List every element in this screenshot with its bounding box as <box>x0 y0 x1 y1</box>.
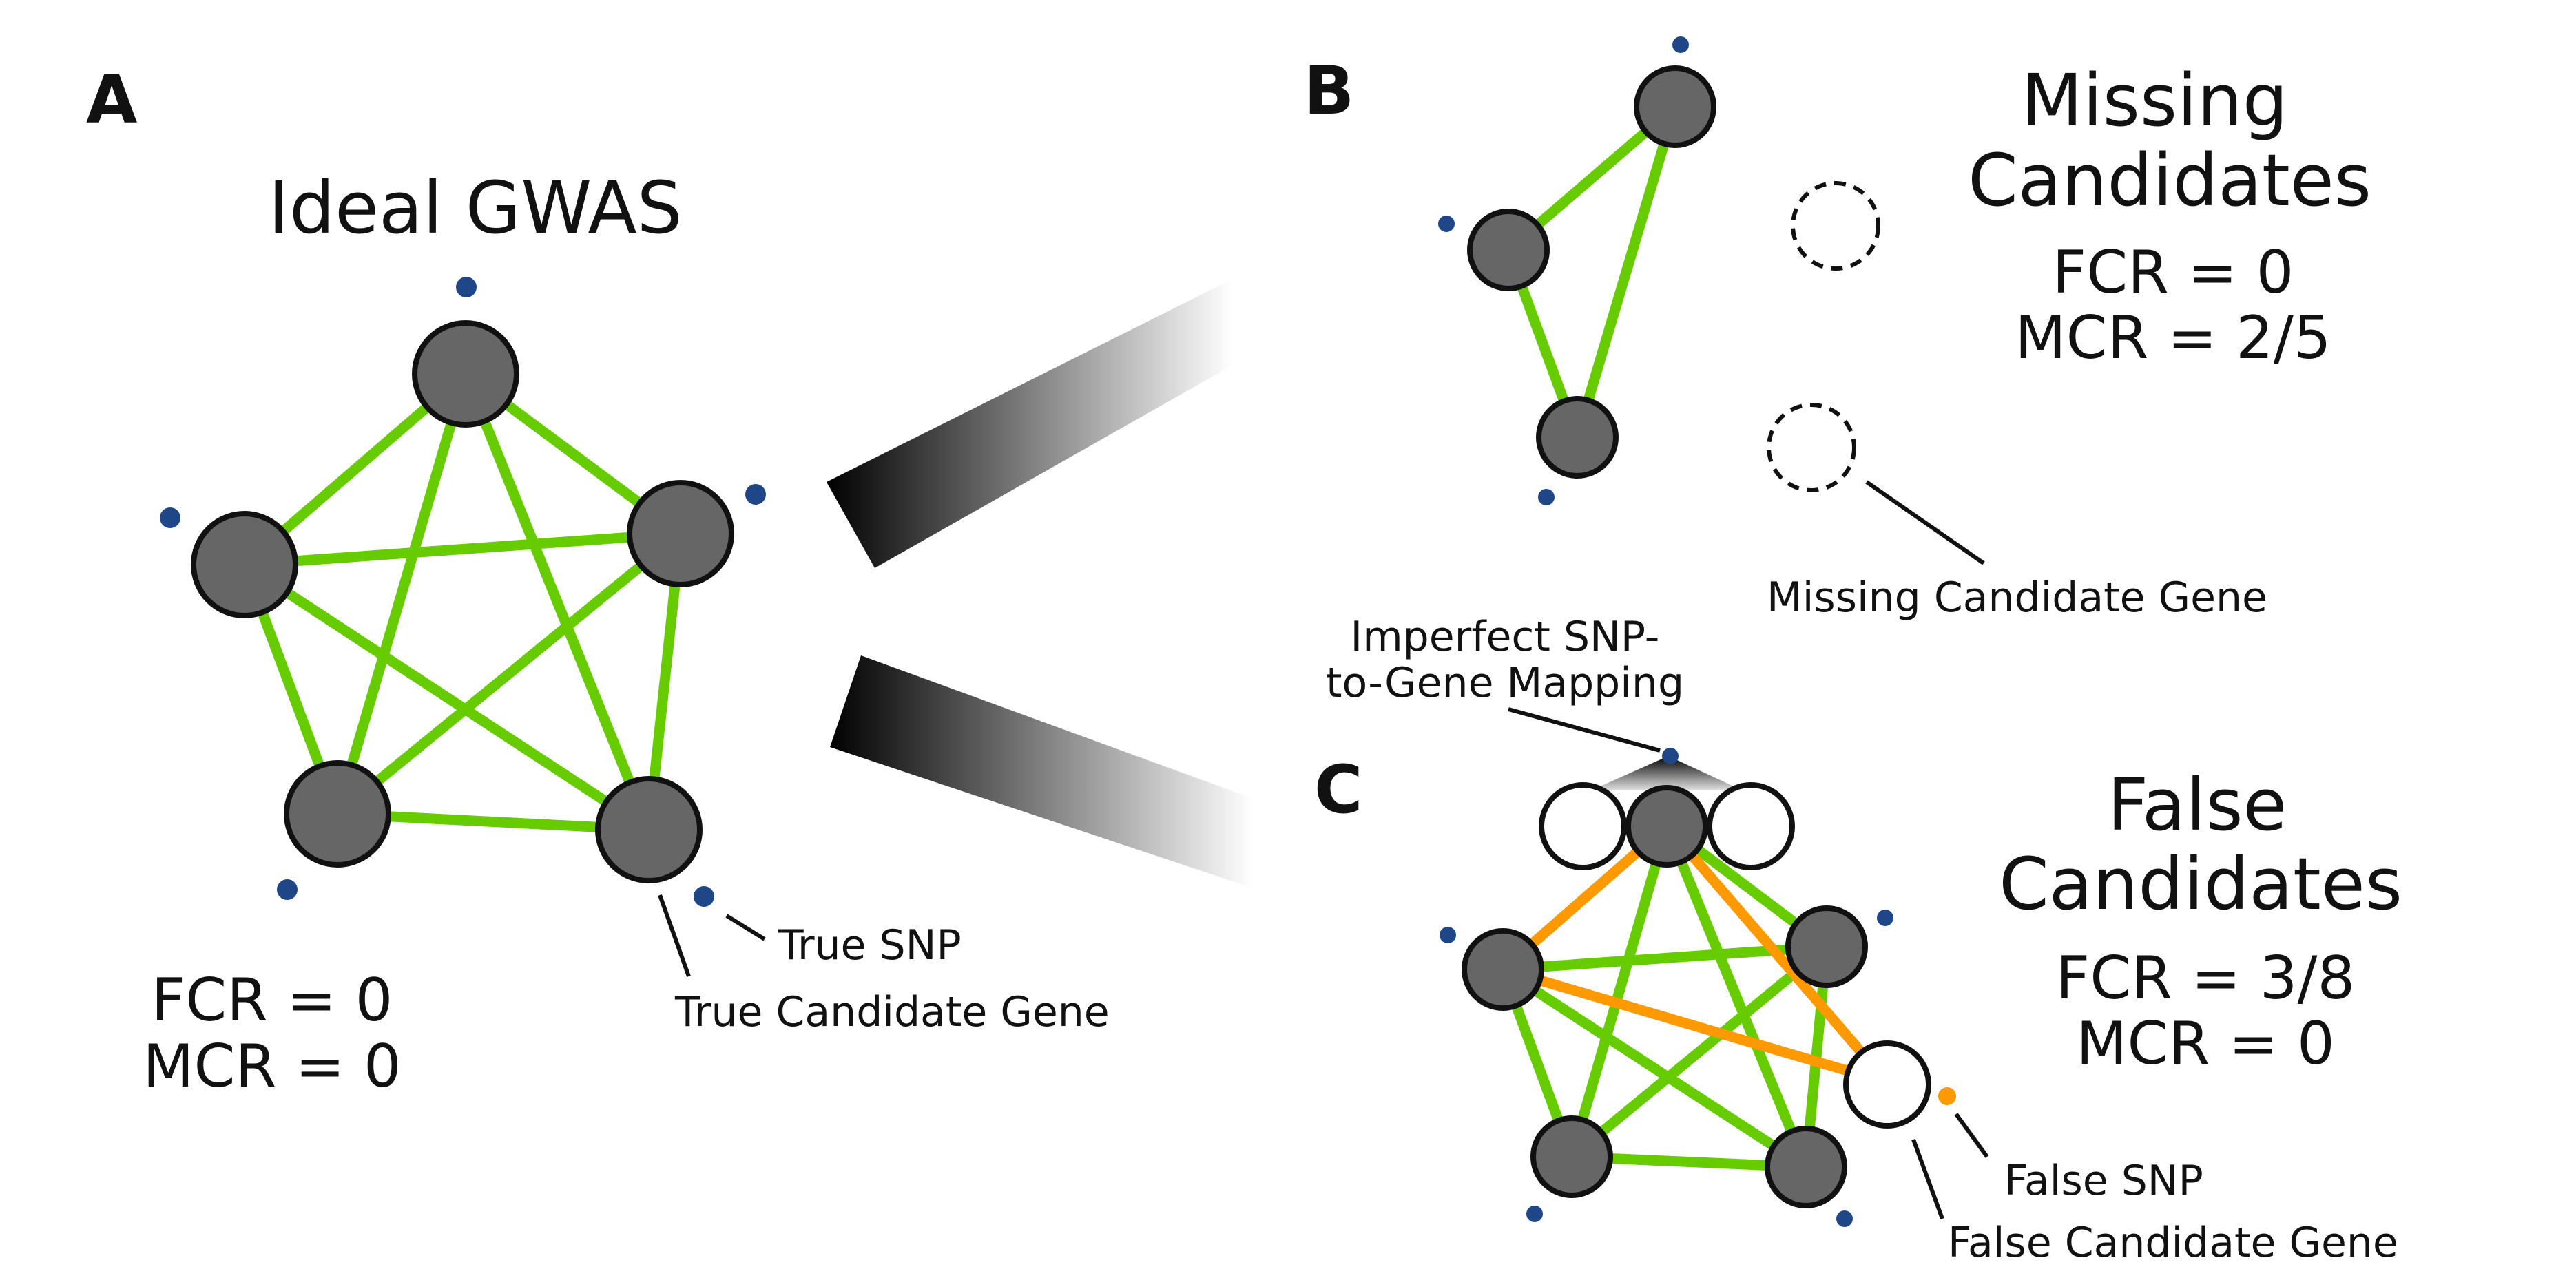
false-snp-pointer <box>1954 1113 1989 1158</box>
true-candidate-gene <box>1625 785 1708 868</box>
true-snp <box>1440 927 1456 943</box>
true-snp <box>277 879 298 900</box>
panel-c-mcr: MCR = 0 <box>2076 1009 2334 1078</box>
true-candidate-gene <box>1536 396 1619 479</box>
true-snp <box>1538 489 1555 505</box>
connector-a-to-b <box>827 279 1233 568</box>
panel-a-mcr: MCR = 0 <box>143 1032 401 1101</box>
edge-a-2-3 <box>239 528 686 570</box>
false-edge-c <box>1497 964 1893 1088</box>
panel-b-title-line1: Missing <box>2021 59 2288 143</box>
panel-c-network-edges <box>1497 821 1893 1173</box>
true-candidate-gene <box>191 511 298 618</box>
false-candidate-gene <box>1843 1040 1931 1129</box>
true-snp <box>1662 748 1679 764</box>
missing-candidate-gene-pointer <box>1865 480 1985 565</box>
panel-c-fcr: FCR = 3/8 <box>2056 944 2355 1013</box>
edge-a-1-4 <box>332 368 471 819</box>
false-candidate-gene-label: False Candidate Gene <box>1948 1219 2398 1267</box>
true-candidate-gene <box>1467 209 1550 291</box>
edge-a-3-4 <box>332 528 686 819</box>
true-candidate-gene <box>1765 1126 1847 1208</box>
true-candidate-gene <box>1634 65 1716 148</box>
panel-a-snps <box>160 277 766 907</box>
panel-b-genes <box>1467 65 1880 492</box>
true-snp <box>1836 1210 1853 1227</box>
panel-c-genes <box>1462 782 1931 1208</box>
panel-b-snps <box>1438 36 1689 505</box>
missing-candidate-gene <box>1791 181 1880 271</box>
true-candidate-gene <box>1785 905 1868 988</box>
true-candidate-gene <box>1462 928 1544 1011</box>
snp-to-gene-mapping-fan <box>1591 756 1743 790</box>
true-snp-label: True SNP <box>778 921 962 969</box>
true-snp <box>160 507 180 528</box>
panel-b-fcr: FCR = 0 <box>2053 238 2294 307</box>
true-candidate-gene <box>284 760 391 868</box>
panel-a: A Ideal GWAS <box>86 61 1110 1101</box>
false-edge-c <box>1661 821 1893 1088</box>
missing-candidate-gene-label: Missing Candidate Gene <box>1767 574 2267 622</box>
missing-candidate-gene <box>1767 403 1856 492</box>
connector-a-to-c <box>830 655 1254 888</box>
true-snp <box>1438 216 1455 232</box>
true-snp <box>1526 1206 1543 1222</box>
panel-b: B Missing Candidates FCR = 0 MCR = 2/5 M… <box>1304 36 2371 622</box>
edge-c-1-5 <box>1661 821 1811 1173</box>
false-snp <box>1938 1087 1956 1105</box>
true-snp <box>694 886 714 907</box>
imperfect-mapping-label-line1: Imperfect SNP- <box>1351 613 1660 661</box>
false-candidate-gene <box>1707 782 1795 870</box>
true-snp <box>745 484 766 505</box>
false-snp-label: False SNP <box>2004 1157 2203 1205</box>
true-candidate-gene-label: True Candidate Gene <box>674 988 1110 1036</box>
true-snp <box>1672 36 1689 53</box>
true-candidate-gene <box>595 776 703 883</box>
false-candidate-gene <box>1539 782 1627 870</box>
true-candidate-gene <box>1530 1115 1613 1198</box>
edge-a-1-5 <box>460 368 654 835</box>
panel-c-title-line2: Candidates <box>1999 842 2402 926</box>
panel-a-genes <box>191 320 734 883</box>
panel-c-title-line1: False <box>2107 763 2287 847</box>
panel-connectors <box>827 279 1254 888</box>
panel-b-letter: B <box>1304 52 1354 129</box>
edge-b-1-3 <box>1572 101 1681 443</box>
true-snp <box>456 277 477 297</box>
true-candidate-gene <box>627 480 734 587</box>
true-candidate-gene <box>412 320 519 428</box>
true-snp-pointer <box>725 914 766 941</box>
edge-c-2-5 <box>1497 964 1811 1173</box>
panel-b-mcr: MCR = 2/5 <box>2015 304 2331 373</box>
panel-a-letter: A <box>86 61 137 138</box>
false-candidate-gene-pointer <box>1911 1138 1944 1220</box>
panel-b-title-line2: Candidates <box>1968 138 2371 222</box>
true-snp <box>1877 910 1893 926</box>
panel-c-snps <box>1440 748 1956 1227</box>
imperfect-mapping-pointer <box>1508 707 1661 753</box>
panel-c: C False Candidates Imperfect SNP- to-Gen… <box>1314 613 2402 1267</box>
panel-a-title: Ideal GWAS <box>268 166 682 250</box>
panel-a-fcr: FCR = 0 <box>152 966 393 1035</box>
edge-c-1-4 <box>1566 821 1672 1162</box>
imperfect-mapping-label-line2: to-Gene Mapping <box>1326 659 1684 707</box>
panel-c-letter: C <box>1314 751 1362 828</box>
edge-c-3-4 <box>1566 941 1832 1162</box>
panel-a-network-edges <box>239 368 686 835</box>
true-candidate-gene-pointer <box>658 894 691 978</box>
edge-a-2-5 <box>239 559 654 835</box>
